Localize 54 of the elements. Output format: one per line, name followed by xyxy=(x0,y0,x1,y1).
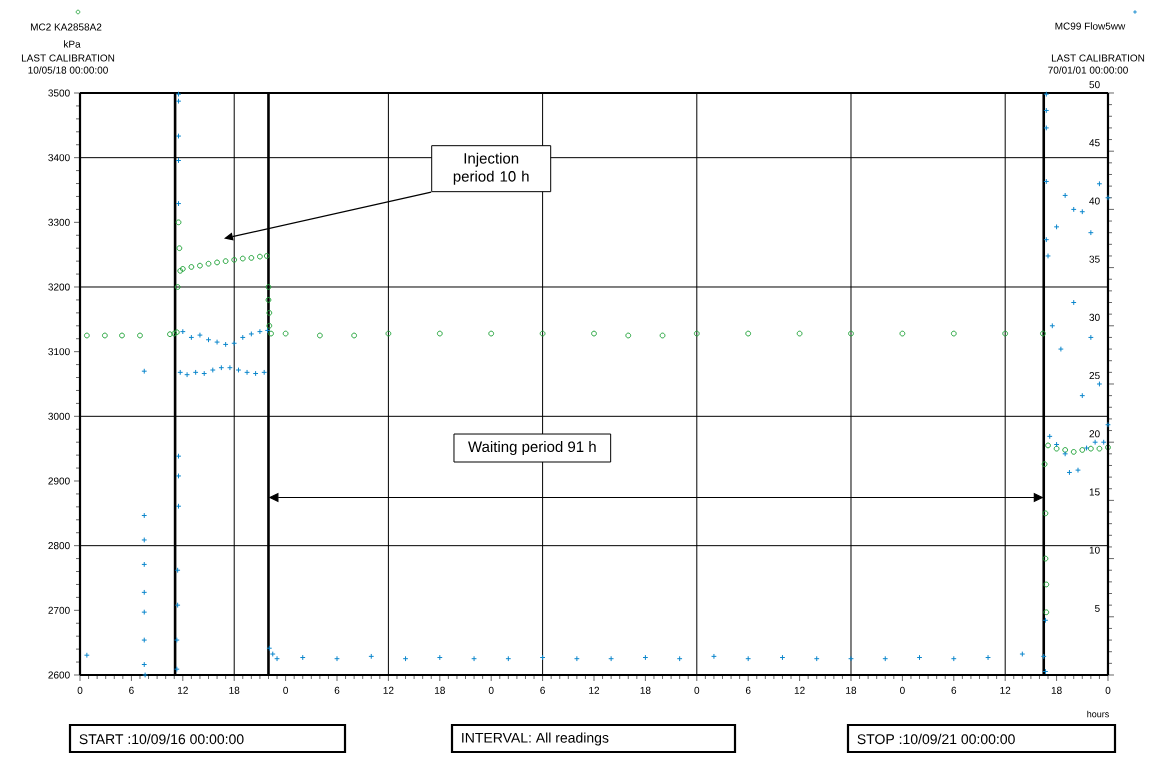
y2-tick-label: 40 xyxy=(1089,197,1100,205)
x-tick-label: 18 xyxy=(846,686,857,694)
x-tick-label: 12 xyxy=(178,686,188,694)
y-tick-label: 3300 xyxy=(48,218,70,226)
y-tick-label: 2700 xyxy=(48,606,70,614)
x-tick-label: 6 xyxy=(745,686,751,694)
y2-tick-label: 50 xyxy=(1089,81,1100,89)
text: INTERVAL: All readings xyxy=(462,732,609,746)
y2-tick-label: 20 xyxy=(1089,430,1100,438)
y-tick-label: 2900 xyxy=(48,477,70,485)
legend-label: MC99 Flow5ww xyxy=(1055,22,1126,30)
x-tick-label: 0 xyxy=(283,686,288,694)
y-tick-label: 3000 xyxy=(48,412,70,420)
text: STOP :10/09/21 00:00:00 xyxy=(857,733,1015,745)
x-tick-label: 12 xyxy=(383,686,394,694)
y-tick-label: 2800 xyxy=(48,542,70,550)
x-tick-label: 6 xyxy=(951,686,957,694)
annotation: Waiting period 91 h xyxy=(468,441,596,455)
text: LAST CALIBRATION xyxy=(1051,54,1145,62)
text: 10/05/18 00:00:00 xyxy=(28,66,108,74)
y-tick-label: 3100 xyxy=(48,348,70,356)
y2-tick-label: 15 xyxy=(1089,488,1100,496)
text: LAST CALIBRATION xyxy=(21,54,115,62)
y-tick-label: 2600 xyxy=(48,671,70,679)
x-tick-label: 18 xyxy=(435,686,445,694)
legend-label: MC2 KA2858A2 xyxy=(30,23,102,31)
x-tick-label: 6 xyxy=(129,686,134,694)
y2-tick-label: 30 xyxy=(1089,313,1100,321)
x-tick-label: 18 xyxy=(1051,686,1062,694)
text: 70/01/01 00:00:00 xyxy=(1048,66,1128,74)
x-tick-label: 6 xyxy=(540,686,545,694)
x-tick-label: 6 xyxy=(334,686,340,694)
y2-tick-label: 25 xyxy=(1089,372,1100,380)
y-tick-label: 3500 xyxy=(48,89,70,97)
y2-tick-label: 10 xyxy=(1089,546,1100,554)
y-axis-title: kPa xyxy=(64,40,81,48)
x-tick-label: 0 xyxy=(77,686,83,694)
x-tick-label: 0 xyxy=(900,686,905,694)
x-axis-title: hours xyxy=(1087,710,1109,718)
x-tick-label: 18 xyxy=(640,686,651,694)
y2-tick-label: 45 xyxy=(1089,139,1100,147)
x-tick-label: 12 xyxy=(589,686,600,694)
annotation: Injection period 10 h xyxy=(453,152,529,185)
y-tick-label: 3400 xyxy=(48,154,70,162)
text: START :10/09/16 00:00:00 xyxy=(79,733,244,745)
x-tick-label: 12 xyxy=(794,686,805,694)
y-tick-label: 3200 xyxy=(48,283,70,291)
y2-tick-label: 35 xyxy=(1089,255,1100,263)
x-tick-label: 12 xyxy=(1000,686,1011,694)
x-tick-label: 0 xyxy=(694,686,700,694)
x-tick-label: 0 xyxy=(488,686,494,694)
x-tick-label: 18 xyxy=(229,686,240,694)
x-tick-label: 0 xyxy=(1105,686,1111,694)
y2-tick-label: 5 xyxy=(1094,604,1100,612)
